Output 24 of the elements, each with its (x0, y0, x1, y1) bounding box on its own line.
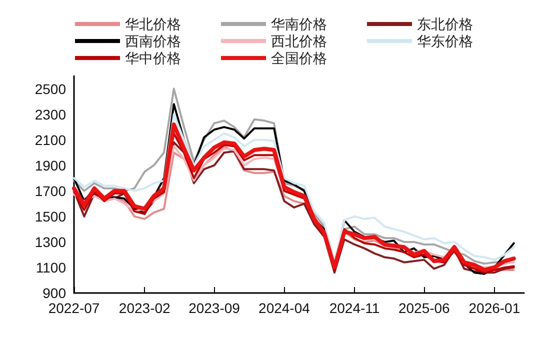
y-tick-label: 1500 (34, 208, 66, 224)
legend-label: 西南价格 (125, 33, 181, 49)
legend-label: 华中价格 (125, 50, 181, 66)
y-tick-label: 1900 (34, 157, 66, 174)
x-tick-label: 2023-09 (188, 300, 240, 316)
y-tick-label: 1300 (34, 234, 66, 250)
legend-label: 东北价格 (417, 16, 473, 32)
y-tick-label: 2100 (34, 132, 66, 148)
legend-label: 华南价格 (271, 16, 327, 32)
y-tick-label: 900 (42, 285, 66, 301)
y-tick-label: 2300 (34, 106, 66, 122)
x-tick-label: 2025-06 (398, 300, 450, 316)
y-tick-label: 1700 (34, 182, 66, 199)
legend-label: 华东价格 (417, 33, 473, 49)
x-tick-label: 2026-01 (468, 300, 520, 316)
legend-label: 华北价格 (125, 16, 181, 32)
y-tick-label: 1100 (36, 259, 66, 276)
y-tick-label: 2500 (34, 80, 66, 97)
legend-label: 西北价格 (271, 33, 327, 49)
legend-label: 全国价格 (271, 50, 327, 66)
x-tick-label: 2024-11 (329, 300, 380, 316)
x-tick-label: 2024-04 (258, 300, 310, 316)
x-tick-label: 2022-07 (48, 300, 100, 316)
x-tick-label: 2023-02 (118, 300, 171, 316)
